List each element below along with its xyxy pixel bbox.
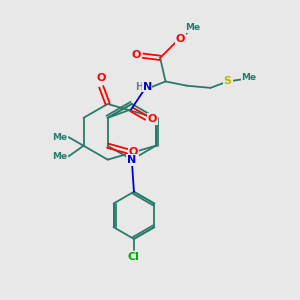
Text: O: O <box>129 147 138 157</box>
Text: Me: Me <box>52 133 68 142</box>
Text: O: O <box>176 34 185 44</box>
Text: Me: Me <box>52 152 68 161</box>
Text: Cl: Cl <box>128 252 140 262</box>
Text: O: O <box>132 50 141 60</box>
Text: S: S <box>224 76 232 86</box>
Text: N: N <box>143 82 152 92</box>
Text: O: O <box>97 73 106 83</box>
Text: Me: Me <box>242 73 257 82</box>
Text: Me: Me <box>185 23 200 32</box>
Text: O: O <box>148 114 157 124</box>
Text: N: N <box>127 154 136 165</box>
Text: H: H <box>135 82 143 92</box>
